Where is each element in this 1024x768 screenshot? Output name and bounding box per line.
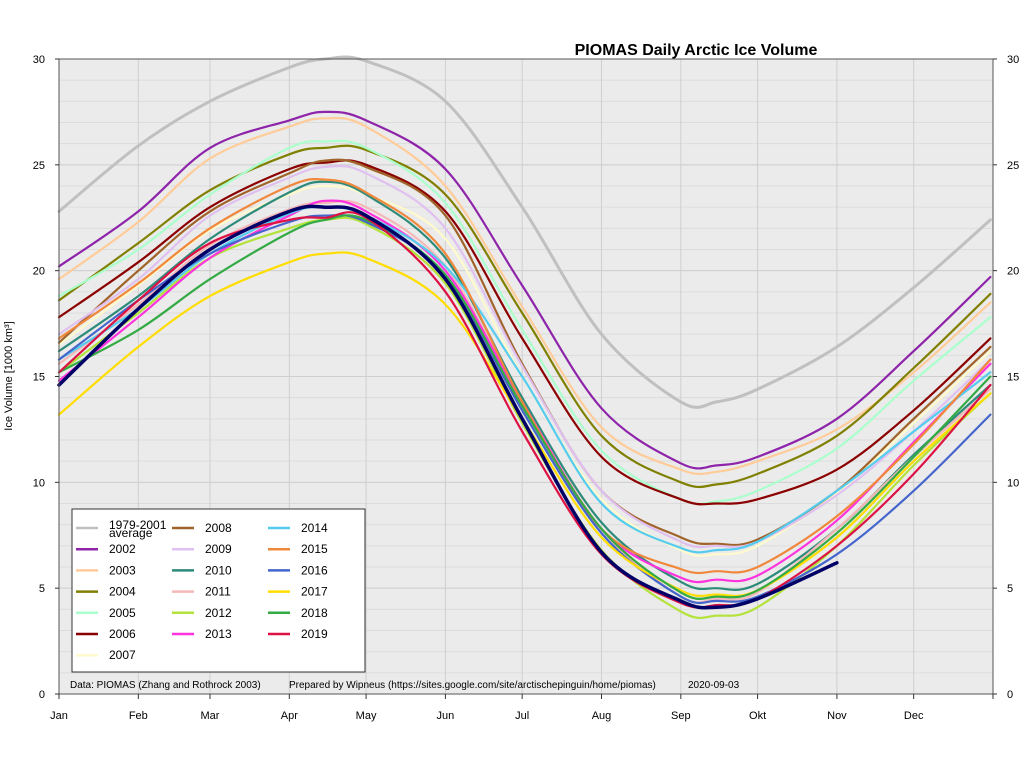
legend-label: 2014 bbox=[301, 521, 328, 535]
legend-label: 2016 bbox=[301, 563, 328, 577]
series-line-2005 bbox=[57, 139, 992, 506]
y-tick-label-right: 15 bbox=[1007, 372, 1019, 384]
series-line-2015 bbox=[57, 177, 992, 575]
axis-layer: 0 0 5 5 10 10 15 15 20 20 25 25 30 30 Jan Feb Mar Apr May J… bbox=[33, 54, 1020, 722]
legend-label: 2013 bbox=[205, 627, 232, 641]
chart-title: PIOMAS Daily Arctic Ice Volume bbox=[575, 42, 818, 59]
legend-label: 2012 bbox=[205, 606, 232, 620]
x-tick-label: Okt bbox=[749, 710, 766, 722]
series-line-1979-2001-average bbox=[57, 55, 992, 409]
legend-label: 2006 bbox=[109, 627, 136, 641]
x-tick-label: Mar bbox=[200, 710, 219, 722]
footer-date: 2020-09-03 bbox=[688, 680, 740, 691]
legend-label: 2008 bbox=[205, 521, 232, 535]
x-tick-label: Jul bbox=[515, 710, 529, 722]
y-tick-label-left: 30 bbox=[33, 54, 45, 66]
y-tick-label-left: 15 bbox=[33, 372, 45, 384]
series-line-2019 bbox=[57, 211, 992, 609]
y-tick-label-left: 20 bbox=[33, 266, 45, 278]
legend-label: 2011 bbox=[205, 585, 231, 599]
legend-label: 2019 bbox=[301, 627, 328, 641]
y-tick-label-left: 0 bbox=[39, 689, 45, 701]
footer-prepared-by: Prepared by Wipneus (https://sites.googl… bbox=[289, 680, 656, 691]
series-line-2020 bbox=[57, 204, 839, 610]
legend-label: 2018 bbox=[301, 606, 328, 620]
legend-label: 2015 bbox=[301, 542, 328, 556]
x-tick-label: Jun bbox=[437, 710, 455, 722]
y-tick-label-right: 25 bbox=[1007, 160, 1019, 172]
y-tick-label-right: 10 bbox=[1007, 477, 1019, 489]
legend-label: 2003 bbox=[109, 563, 136, 577]
series-line-2014 bbox=[57, 205, 992, 554]
legend-label: 1979-2001 bbox=[109, 518, 167, 532]
legend-box bbox=[71, 508, 366, 673]
series-line-2009 bbox=[57, 164, 992, 549]
x-tick-label: Dec bbox=[904, 710, 924, 722]
footer-data-source: Data: PIOMAS (Zhang and Rothrock 2003) bbox=[70, 680, 261, 691]
series-line-2004 bbox=[57, 144, 992, 489]
legend-label: 2010 bbox=[205, 563, 232, 577]
series-line-2003 bbox=[57, 116, 992, 476]
x-tick-label: Sep bbox=[671, 710, 691, 722]
y-tick-label-left: 10 bbox=[33, 477, 45, 489]
x-tick-label: Jan bbox=[50, 710, 68, 722]
legend-label: 2005 bbox=[109, 606, 136, 620]
legend-label: 2002 bbox=[109, 542, 136, 556]
y-tick-label-left: 25 bbox=[33, 160, 45, 172]
series-line-2006 bbox=[57, 159, 992, 506]
x-tick-label: May bbox=[356, 710, 377, 722]
legend-label: 2004 bbox=[109, 585, 136, 599]
series-line-2016 bbox=[57, 213, 992, 605]
y-tick-label-right: 0 bbox=[1007, 689, 1013, 701]
x-tick-label: Aug bbox=[592, 710, 612, 722]
y-tick-label-right: 20 bbox=[1007, 266, 1019, 278]
y-tick-label-left: 5 bbox=[39, 583, 45, 595]
x-tick-label: Feb bbox=[129, 710, 148, 722]
series-layer bbox=[57, 55, 992, 620]
x-tick-label: Apr bbox=[281, 710, 298, 722]
footer: Data: PIOMAS (Zhang and Rothrock 2003) P… bbox=[70, 680, 740, 691]
series-line-2002 bbox=[57, 110, 992, 470]
legend-label: 2017 bbox=[301, 585, 328, 599]
legend-label: average bbox=[109, 526, 153, 540]
x-tick-label: Nov bbox=[827, 710, 847, 722]
legend-label: 2007 bbox=[109, 648, 136, 662]
y-tick-label-right: 5 bbox=[1007, 583, 1013, 595]
y-tick-label-right: 30 bbox=[1007, 54, 1019, 66]
legend-label: 2009 bbox=[205, 542, 232, 556]
series-line-2018 bbox=[57, 214, 992, 600]
y-axis-label: Ice Volume [1000 km³] bbox=[3, 321, 15, 430]
